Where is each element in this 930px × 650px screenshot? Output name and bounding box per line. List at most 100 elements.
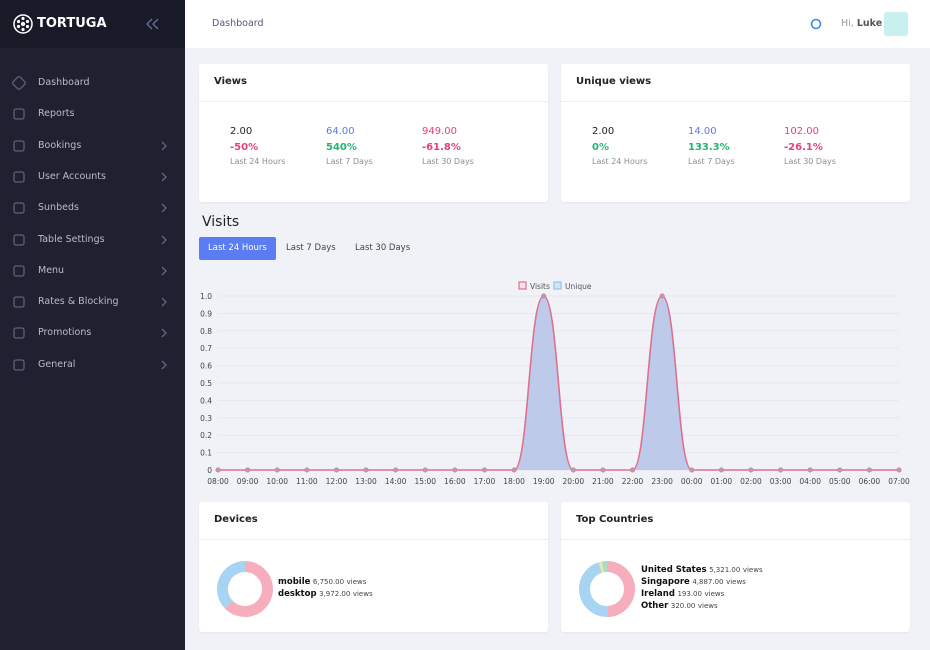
x-tick-label: 18:00 bbox=[503, 477, 525, 486]
stat-value: 102.00 bbox=[784, 126, 819, 137]
legend-swatch bbox=[553, 281, 562, 290]
menu-item[interactable]: Bookings bbox=[38, 139, 82, 151]
data-point bbox=[807, 467, 813, 473]
stat-change: 0% bbox=[592, 142, 609, 153]
chevron bbox=[161, 297, 167, 307]
data-point bbox=[511, 467, 517, 473]
legend-swatch bbox=[518, 281, 527, 290]
icon-shape bbox=[13, 265, 25, 277]
menu-item[interactable]: Menu bbox=[38, 264, 65, 276]
x-tick-label: 17:00 bbox=[474, 477, 496, 486]
x-tick-label: 13:00 bbox=[355, 477, 377, 486]
legend-row: mobile 6,750.00 views bbox=[278, 577, 366, 587]
icon-shape bbox=[13, 327, 25, 340]
menu-item[interactable]: Sunbeds bbox=[38, 202, 79, 214]
legend-label: Unique bbox=[565, 282, 592, 291]
legend-row: Other 320.00 views bbox=[641, 601, 718, 611]
sidebar: TORTUGA Dashboard Reports Bookings User Acc… bbox=[0, 0, 185, 650]
y-tick-label: 0.2 bbox=[200, 431, 212, 440]
menu-item[interactable]: Promotions bbox=[38, 327, 92, 339]
stat-value: 2.00 bbox=[592, 126, 615, 137]
icon-shape bbox=[13, 108, 25, 120]
menu-item[interactable]: General bbox=[38, 358, 76, 370]
y-tick-label: 0.1 bbox=[200, 449, 212, 458]
collapse-button[interactable] bbox=[146, 18, 160, 30]
menu-icon bbox=[13, 108, 25, 120]
y-tick-label: 0 bbox=[207, 466, 212, 475]
menu-item[interactable]: Table Settings bbox=[38, 233, 105, 245]
legend-unit: views bbox=[704, 590, 725, 598]
logo bbox=[13, 14, 33, 34]
y-tick-label: 1.0 bbox=[200, 292, 212, 301]
tab[interactable]: Last 7 Days bbox=[286, 243, 336, 253]
legend-name: desktop bbox=[278, 589, 317, 599]
user-name[interactable]: Luke bbox=[856, 18, 883, 29]
card-title: Unique views bbox=[576, 76, 652, 87]
icon-shape bbox=[13, 359, 25, 371]
data-point bbox=[689, 467, 695, 473]
legend-unit: views bbox=[352, 590, 373, 598]
icon-shape bbox=[12, 76, 26, 90]
x-tick-label: 11:00 bbox=[296, 477, 318, 486]
menu-item[interactable]: User Accounts bbox=[38, 170, 106, 182]
legend-value: 193.00 bbox=[677, 590, 702, 598]
doughnut-slice bbox=[598, 561, 604, 573]
y-tick-label: 0.4 bbox=[200, 396, 212, 405]
data-point bbox=[748, 467, 754, 473]
data-point bbox=[393, 467, 399, 473]
chevron bbox=[161, 141, 167, 151]
avatar[interactable] bbox=[884, 12, 908, 36]
doughnut-slice bbox=[579, 562, 608, 617]
card-title: Devices bbox=[214, 514, 258, 525]
menu-icon bbox=[13, 139, 25, 152]
data-point bbox=[245, 467, 251, 473]
x-tick-label: 06:00 bbox=[859, 477, 881, 486]
stat-card: Unique views 2.00 0% Last 24 Hours 14.00 133.… bbox=[561, 64, 910, 202]
stat-period: Last 7 Days bbox=[326, 157, 373, 166]
visits-chart: 0 0.1 0.2 0.3 0.4 0.5 0.6 0.7 0.8 0.9 1.0 08:00 09:0… bbox=[200, 281, 910, 486]
stat-change: -50% bbox=[230, 142, 259, 153]
chevron-shape bbox=[161, 328, 167, 338]
legend-row: United States 5,321.00 views bbox=[641, 565, 763, 575]
stat-change: -61.8% bbox=[422, 142, 461, 153]
stat-period: Last 24 Hours bbox=[230, 157, 286, 166]
y-tick-label: 0.9 bbox=[200, 309, 212, 318]
legend-name: Other bbox=[641, 601, 669, 611]
tab[interactable]: Last 30 Days bbox=[355, 243, 411, 253]
stat-period: Last 24 Hours bbox=[592, 157, 648, 166]
chevron-shape bbox=[161, 203, 167, 213]
x-tick-label: 00:00 bbox=[681, 477, 703, 486]
menu-icon bbox=[12, 76, 26, 90]
status-indicator bbox=[810, 18, 822, 30]
x-tick-label: 23:00 bbox=[651, 477, 673, 486]
tab[interactable]: Last 24 Hours bbox=[199, 237, 276, 260]
legend-value: 5,321.00 bbox=[709, 566, 741, 574]
y-tick-label: 0.6 bbox=[200, 362, 212, 371]
chevron-shape bbox=[161, 172, 167, 182]
menu-item[interactable]: Dashboard bbox=[38, 77, 90, 88]
menu-icon bbox=[13, 359, 25, 371]
stat-period: Last 7 Days bbox=[688, 157, 735, 166]
data-point bbox=[541, 293, 547, 299]
x-tick-label: 12:00 bbox=[326, 477, 348, 486]
doughnut-slice bbox=[224, 561, 273, 617]
data-point bbox=[600, 467, 606, 473]
menu-icon bbox=[13, 327, 25, 340]
menu-item[interactable]: Reports bbox=[38, 108, 75, 120]
card-divider bbox=[199, 539, 548, 540]
data-point bbox=[422, 467, 428, 473]
chevron bbox=[161, 172, 167, 182]
legend-unit: views bbox=[697, 602, 718, 610]
card-divider bbox=[199, 101, 548, 102]
y-tick-label: 0.3 bbox=[200, 414, 212, 423]
stat-period: Last 30 Days bbox=[784, 157, 836, 166]
x-tick-label: 09:00 bbox=[237, 477, 259, 486]
stat-period: Last 30 Days bbox=[422, 157, 474, 166]
x-tick-label: 07:00 bbox=[888, 477, 910, 486]
menu-item[interactable]: Rates & Blocking bbox=[38, 296, 119, 308]
stat-change: 133.3% bbox=[688, 142, 730, 153]
menu-icon bbox=[13, 171, 25, 183]
brand-bar: TORTUGA bbox=[0, 0, 185, 48]
y-tick-label: 0.8 bbox=[200, 327, 212, 336]
